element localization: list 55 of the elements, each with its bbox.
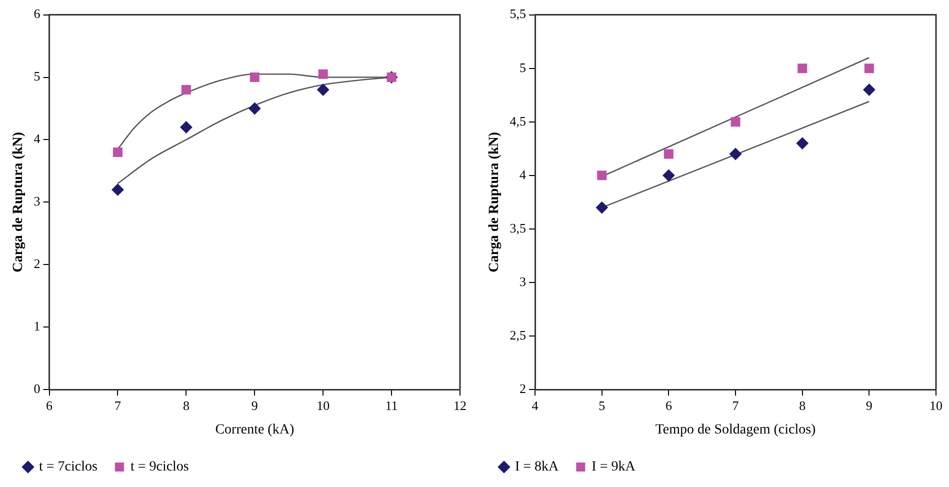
point xyxy=(596,202,608,214)
y-tick-label: 3 xyxy=(34,194,40,209)
x-tick-label: 9 xyxy=(251,398,258,413)
y-tick-label: 2 xyxy=(520,381,526,396)
x-tick-label: 8 xyxy=(799,398,806,413)
y-tick-label: 6 xyxy=(34,6,41,22)
y-tick-label: 2 xyxy=(34,256,40,272)
y-tick-label: 4 xyxy=(520,166,527,182)
y-tick-label: 3,5 xyxy=(510,220,526,236)
legend-label: t = 7ciclos xyxy=(39,460,98,475)
y-tick-label: 5,5 xyxy=(510,6,526,22)
x-tick-label: 9 xyxy=(866,398,872,413)
y-axis-title: Carga de Ruptura (kN) xyxy=(487,132,502,272)
point xyxy=(113,147,122,157)
point xyxy=(730,117,740,127)
x-tick-label: 5 xyxy=(598,398,606,413)
point xyxy=(318,69,328,79)
legend-label: t = 9ciclos xyxy=(130,460,189,475)
point xyxy=(112,184,124,196)
legend-label: I = 9kA xyxy=(592,460,636,475)
point xyxy=(597,170,607,180)
point xyxy=(730,148,742,160)
y-axis-title: Carga de Ruptura (kN) xyxy=(11,132,26,272)
x-tick-label: 4 xyxy=(532,398,539,413)
y-tick-label: 5 xyxy=(34,68,40,84)
legend-label: I = 8kA xyxy=(515,460,560,475)
x-tick-label: 11 xyxy=(385,398,398,413)
y-tick-label: 4,5 xyxy=(510,113,526,128)
x-tick-label: 6 xyxy=(665,398,672,413)
x-tick-label: 10 xyxy=(930,398,942,413)
x-tick-label: 8 xyxy=(182,398,190,413)
y-tick-label: 2,5 xyxy=(510,327,526,342)
point xyxy=(248,102,261,114)
point xyxy=(662,169,675,182)
x-axis-title: Tempo de Soldagem (ciclos) xyxy=(655,422,816,438)
point xyxy=(317,84,330,96)
y-tick-label: 5 xyxy=(520,60,526,75)
y-tick-label: 1 xyxy=(34,318,40,334)
y-tick-label: 0 xyxy=(34,381,40,396)
x-tick-label: 12 xyxy=(454,398,466,413)
x-tick-label: 7 xyxy=(732,398,740,413)
y-tick-label: 4 xyxy=(34,131,41,146)
point xyxy=(664,149,674,159)
x-tick-label: 7 xyxy=(114,398,122,413)
x-tick-label: 10 xyxy=(316,398,330,413)
point xyxy=(864,64,874,74)
point xyxy=(796,137,808,150)
point xyxy=(250,72,260,82)
point xyxy=(863,84,876,96)
point xyxy=(181,85,191,95)
point xyxy=(180,121,192,134)
x-axis-title: Corrente (kA) xyxy=(215,422,294,438)
point xyxy=(798,64,808,74)
y-tick-label: 3 xyxy=(520,274,526,289)
x-tick-label: 6 xyxy=(46,398,54,413)
